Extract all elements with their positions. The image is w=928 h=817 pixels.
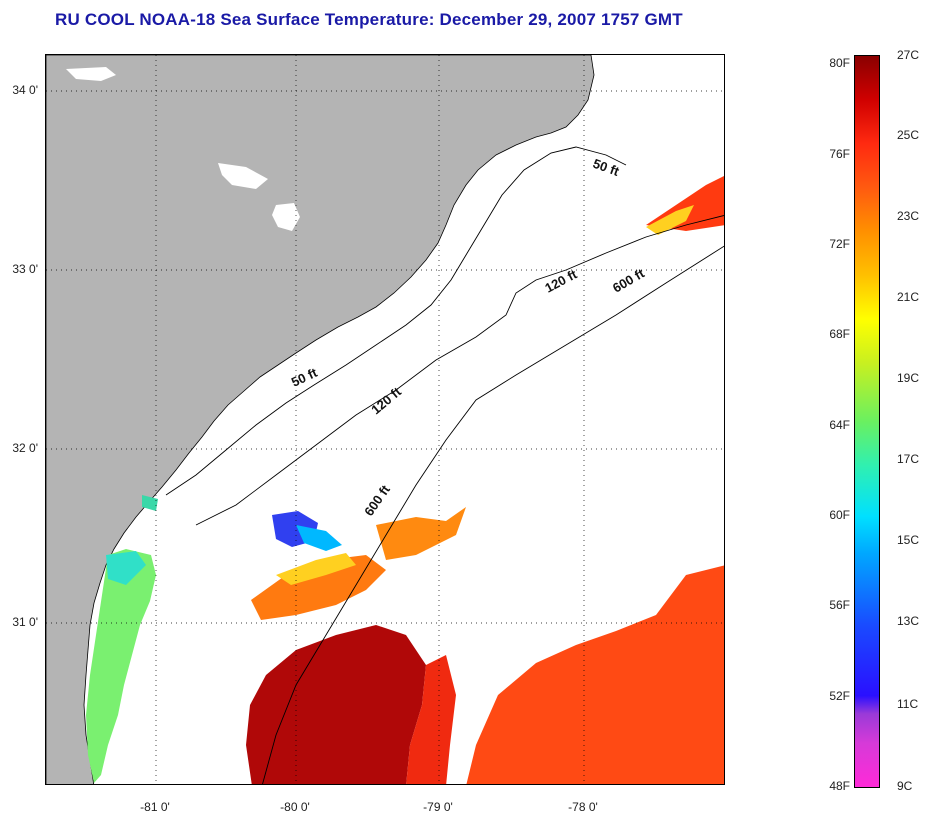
sst-cool-patch xyxy=(106,551,146,585)
cbar-label-27c: 27C xyxy=(897,48,920,62)
contour-label-50ft-north: 50 ft xyxy=(591,156,622,179)
cbar-label-15c: 15C xyxy=(897,533,920,547)
sst-cool-patch xyxy=(142,495,158,511)
lon-label-79: -79 0' xyxy=(423,800,453,814)
sst-cyan-patch xyxy=(296,525,342,551)
sst-map: 50 ft 50 ft 120 ft 120 ft 600 ft 600 ft xyxy=(45,54,725,785)
map-title: RU COOL NOAA-18 Sea Surface Temperature:… xyxy=(55,10,683,29)
lat-label-31: 31 0' xyxy=(12,615,38,629)
contour-label-120ft-south: 120 ft xyxy=(368,384,404,418)
contour-label-50ft-south: 50 ft xyxy=(289,365,320,390)
temperature-colorbar xyxy=(854,55,880,788)
cbar-label-56f: 56F xyxy=(829,598,850,612)
lat-label-33: 33 0' xyxy=(12,262,38,276)
sst-orange-band xyxy=(376,507,466,560)
cbar-label-9c: 9C xyxy=(897,779,913,793)
contour-label-120ft-north: 120 ft xyxy=(542,266,580,296)
cbar-label-25c: 25C xyxy=(897,128,920,142)
cbar-label-11c: 11C xyxy=(897,697,919,711)
lat-label-34: 34 0' xyxy=(12,83,38,97)
cbar-label-48f: 48F xyxy=(829,779,850,793)
contour-600ft xyxy=(262,245,724,784)
sst-yellow-band xyxy=(276,553,356,585)
lat-label-32: 32 0' xyxy=(12,441,38,455)
sst-ne-patch xyxy=(646,205,694,235)
sst-hot-area xyxy=(246,625,426,784)
sst-warm-area xyxy=(406,655,456,784)
cbar-label-72f: 72F xyxy=(829,237,850,251)
graticule xyxy=(46,55,724,784)
cbar-label-52f: 52F xyxy=(829,689,850,703)
cbar-label-13c: 13C xyxy=(897,614,920,628)
sst-map-svg: 50 ft 50 ft 120 ft 120 ft 600 ft 600 ft xyxy=(46,55,724,784)
cbar-label-80f: 80F xyxy=(829,56,850,70)
sst-orange-band xyxy=(251,555,386,620)
lon-label-80: -80 0' xyxy=(280,800,310,814)
cbar-label-23c: 23C xyxy=(897,209,920,223)
contour-label-600ft-south: 600 ft xyxy=(361,482,393,519)
sst-cool-patch xyxy=(86,549,156,783)
cbar-label-76f: 76F xyxy=(829,147,850,161)
land-area xyxy=(46,55,595,784)
lon-label-78: -78 0' xyxy=(568,800,598,814)
cbar-label-17c: 17C xyxy=(897,452,920,466)
lon-label-81: -81 0' xyxy=(140,800,170,814)
cbar-label-64f: 64F xyxy=(829,418,850,432)
lake xyxy=(66,67,116,81)
lake xyxy=(218,163,268,189)
lake xyxy=(272,203,300,231)
cbar-label-19c: 19C xyxy=(897,371,920,385)
cbar-label-68f: 68F xyxy=(829,327,850,341)
cbar-label-60f: 60F xyxy=(829,508,850,522)
sst-warm-area xyxy=(466,565,724,784)
cbar-label-21c: 21C xyxy=(897,290,920,304)
contour-50ft xyxy=(165,146,627,496)
